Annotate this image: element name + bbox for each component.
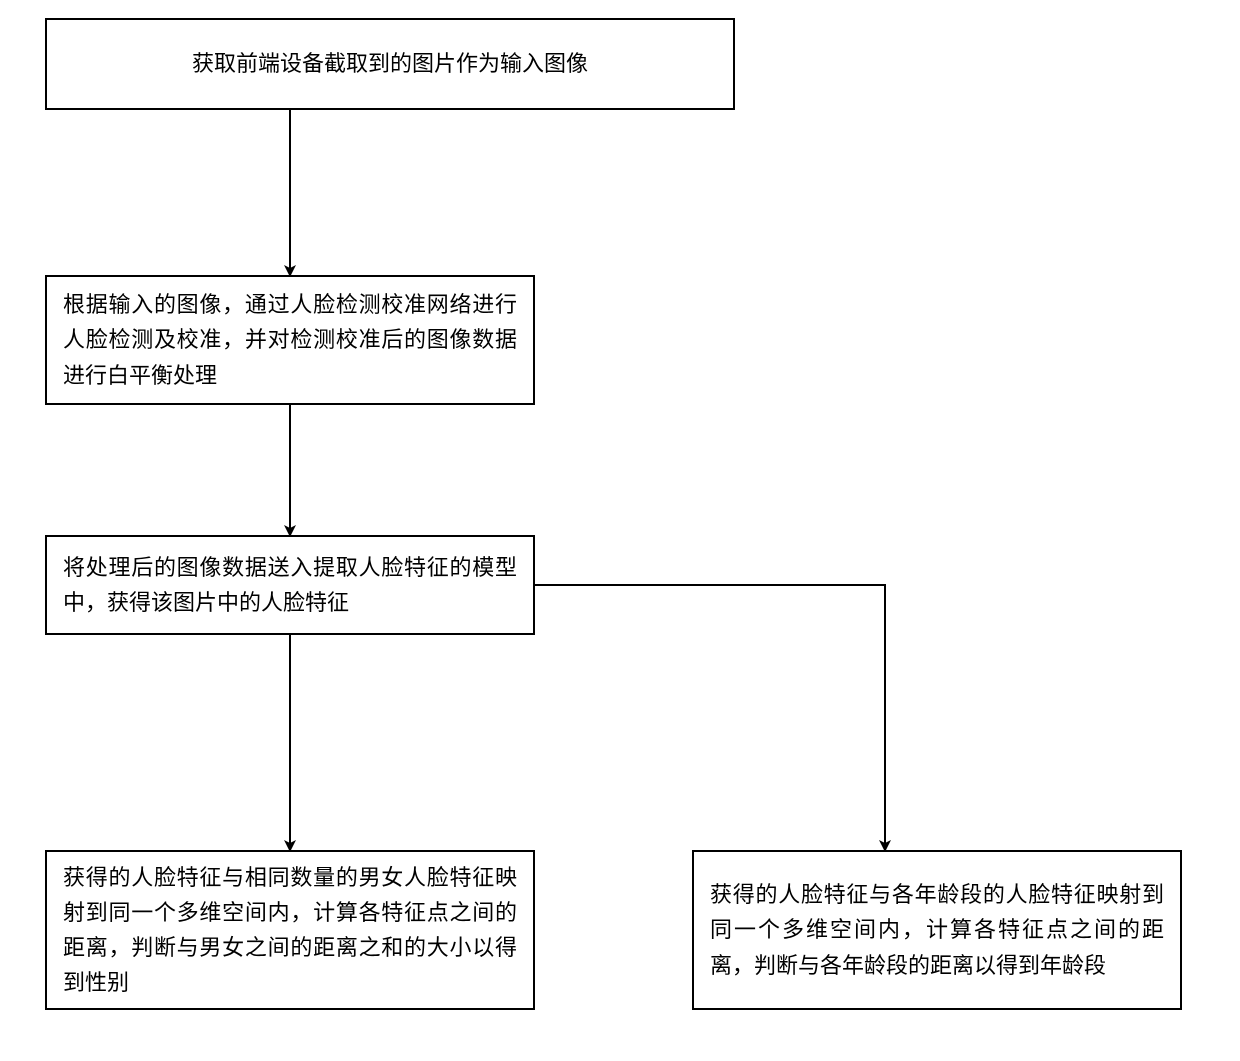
- edge-n3-n5: [535, 585, 885, 850]
- flowchart-node-input: 获取前端设备截取到的图片作为输入图像: [45, 18, 735, 110]
- node-label: 获得的人脸特征与各年龄段的人脸特征映射到同一个多维空间内，计算各特征点之间的距离…: [710, 877, 1164, 983]
- node-label: 根据输入的图像，通过人脸检测校准网络进行人脸检测及校准，并对检测校准后的图像数据…: [63, 287, 517, 393]
- node-label: 获得的人脸特征与相同数量的男女人脸特征映射到同一个多维空间内，计算各特征点之间的…: [63, 860, 517, 1001]
- flowchart-node-detect-calibrate: 根据输入的图像，通过人脸检测校准网络进行人脸检测及校准，并对检测校准后的图像数据…: [45, 275, 535, 405]
- flowchart-node-extract-features: 将处理后的图像数据送入提取人脸特征的模型中，获得该图片中的人脸特征: [45, 535, 535, 635]
- node-label: 获取前端设备截取到的图片作为输入图像: [192, 46, 588, 81]
- node-label: 将处理后的图像数据送入提取人脸特征的模型中，获得该图片中的人脸特征: [63, 550, 517, 620]
- flowchart-node-age: 获得的人脸特征与各年龄段的人脸特征映射到同一个多维空间内，计算各特征点之间的距离…: [692, 850, 1182, 1010]
- flowchart-node-gender: 获得的人脸特征与相同数量的男女人脸特征映射到同一个多维空间内，计算各特征点之间的…: [45, 850, 535, 1010]
